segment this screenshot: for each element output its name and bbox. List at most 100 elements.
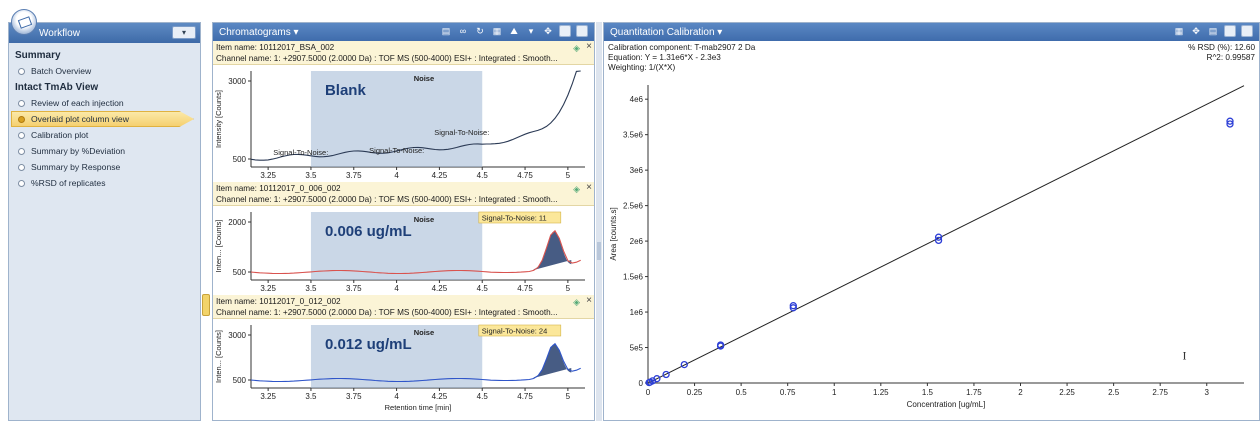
- x-tick-label: 3.75: [346, 284, 362, 293]
- pin-icon[interactable]: ◈: [573, 297, 580, 307]
- workflow-body: Summary Batch Overview Intact TmAb View Rev…: [9, 43, 200, 195]
- workflow-item[interactable]: %RSD of replicates: [15, 175, 194, 191]
- chromatogram-plot[interactable]: 3.25 3.5 3.75 4 4.25 4.5 4.75 5 3000 500 Intensity…: [213, 65, 594, 181]
- minimize-button[interactable]: [559, 25, 571, 37]
- y-tick-label: 1e6: [630, 308, 644, 317]
- x-tick-label: 1.5: [922, 388, 934, 397]
- chromatogram-plot[interactable]: 3.25 3.5 3.75 4 4.25 4.5 4.75 5 Retention time […: [213, 319, 594, 414]
- x-tick-label: 4.25: [432, 284, 448, 293]
- x-tick-label: 3.5: [305, 171, 317, 180]
- x-tick-label: 3.75: [346, 392, 362, 401]
- workflow-item-label: Overlaid plot column view: [31, 114, 129, 124]
- chromatogram-item: Item name: 10112017_0_012_002 Channel na…: [213, 295, 594, 414]
- dropdown-icon[interactable]: ▾: [528, 26, 534, 36]
- calibration-chart[interactable]: 0 0.25 0.5 0.75 1 1.25 1.5 1.75 2 2.25 2.5 2.75 3 0 5e…: [604, 79, 1259, 421]
- x-tick-label: 2: [1018, 388, 1023, 397]
- x-tick-label: 0: [646, 388, 651, 397]
- chromatogram-trace: [250, 70, 581, 161]
- close-icon[interactable]: ×: [586, 295, 592, 306]
- minimize-button[interactable]: [1224, 25, 1236, 37]
- y-tick-label: 3.5e6: [623, 131, 644, 140]
- peak-icon[interactable]: ⛰: [510, 26, 518, 36]
- quantitation-title[interactable]: Quantitation Calibration ▾: [610, 26, 723, 38]
- x-tick-label: 4: [394, 284, 399, 293]
- chromatogram-trace: [250, 229, 581, 275]
- chromatograms-header: Chromatograms ▾ ▤ ∞ ↻ ▦ ⛰ ▾ ✥: [213, 23, 594, 41]
- data-point[interactable]: [1226, 117, 1234, 125]
- x-tick-label: 3.25: [260, 171, 276, 180]
- calibration-component: Calibration component: T-mab2907 2 Da: [608, 43, 756, 52]
- sn-label: Signal-To-Noise:: [369, 146, 424, 155]
- y-axis-label: Inten... [Counts]: [214, 220, 223, 273]
- x-tick-label: 0.75: [780, 388, 796, 397]
- maximize-button[interactable]: [1241, 25, 1253, 37]
- data-point[interactable]: [653, 375, 661, 383]
- maximize-button[interactable]: [576, 25, 588, 37]
- x-tick-label: 2.5: [1108, 388, 1120, 397]
- splitter-grip[interactable]: [597, 242, 601, 260]
- concentration-label: Blank: [325, 82, 367, 99]
- close-icon[interactable]: ×: [586, 182, 592, 193]
- chromatograms-title[interactable]: Chromatograms ▾: [219, 26, 299, 38]
- grid-icon[interactable]: ▦: [1174, 26, 1184, 36]
- calibration-info: Calibration component: T-mab2907 2 Da Eq…: [604, 41, 1259, 79]
- data-point[interactable]: [716, 341, 725, 349]
- data-point[interactable]: [789, 302, 797, 310]
- workflow-item[interactable]: Review of each injection: [15, 95, 194, 111]
- workflow-item[interactable]: Batch Overview: [15, 63, 194, 79]
- x-tick-label: 4.5: [477, 284, 489, 293]
- data-point[interactable]: [662, 370, 670, 379]
- item-name: Item name: 10112017_0_012_002: [216, 297, 341, 306]
- item-name: Item name: 10112017_0_006_002: [216, 184, 341, 193]
- copy-icon[interactable]: ▤: [441, 26, 451, 36]
- y-axis-label: Area [counts.s]: [609, 207, 618, 260]
- workflow-item[interactable]: Summary by %Deviation: [15, 143, 194, 159]
- data-point[interactable]: [934, 236, 943, 245]
- workflow-section-heading: Summary: [15, 50, 61, 61]
- radio-icon: [18, 131, 25, 139]
- workflow-item[interactable]: Overlaid plot column view: [11, 111, 194, 127]
- sn-badge: [478, 211, 562, 224]
- x-tick-label: 3.25: [260, 392, 276, 401]
- channel-name: Channel name: 1: +2907.5000 (2.0000 Da) …: [216, 308, 558, 317]
- link-icon[interactable]: ∞: [459, 26, 467, 36]
- rsd-value: % RSD (%): 12.60: [1188, 43, 1255, 52]
- pan-icon[interactable]: ✥: [1192, 26, 1200, 36]
- x-tick-label: 3.5: [305, 284, 317, 293]
- workflow-item-label: Review of each injection: [31, 98, 124, 108]
- data-point[interactable]: [680, 360, 688, 369]
- noise-label: Noise: [414, 215, 434, 224]
- fit-line: [647, 85, 1245, 384]
- workflow-item[interactable]: Summary by Response: [15, 159, 194, 175]
- collapse-splitter-handle[interactable]: [202, 294, 210, 316]
- table-icon[interactable]: ▦: [492, 26, 502, 36]
- data-point[interactable]: [934, 233, 943, 241]
- y-tick-label: 5e5: [630, 344, 644, 353]
- x-tick-label: 5: [566, 171, 571, 180]
- x-tick-label: 5: [566, 392, 571, 401]
- data-point[interactable]: [789, 304, 797, 312]
- noise-region: [310, 325, 483, 388]
- pin-icon[interactable]: ◈: [573, 184, 580, 194]
- workflow-item[interactable]: Calibration plot: [15, 127, 194, 143]
- workflow-menu-button[interactable]: ▾: [172, 26, 196, 39]
- calibration-weighting: Weighting: 1/(X*X): [608, 63, 676, 72]
- export-icon[interactable]: ▤: [1208, 26, 1218, 36]
- integrated-peak: [533, 344, 572, 378]
- chromatogram-item: Item name: 10112017_0_006_002 Channel na…: [213, 182, 594, 294]
- panel-splitter[interactable]: [596, 22, 602, 421]
- ibeam-cursor-icon: I: [1183, 349, 1187, 363]
- r2-value: R^2: 0.99587: [1206, 53, 1255, 62]
- x-tick-label: 1: [832, 388, 837, 397]
- pin-icon[interactable]: ◈: [573, 43, 580, 53]
- x-tick-label: 4.5: [477, 171, 489, 180]
- chromatogram-plot[interactable]: 3.25 3.5 3.75 4 4.25 4.5 4.75 5 2000 500 Inten... …: [213, 206, 594, 294]
- pan-icon[interactable]: ✥: [544, 26, 552, 36]
- chromatogram-trace: [250, 342, 581, 383]
- data-point[interactable]: [1226, 120, 1234, 128]
- noise-region: [310, 212, 483, 280]
- close-icon[interactable]: ×: [586, 41, 592, 52]
- x-tick-label: 1.75: [966, 388, 982, 397]
- refresh-icon[interactable]: ↻: [476, 26, 484, 36]
- calibration-equation: Equation: Y = 1.31e6*X - 2.3e3: [608, 53, 721, 62]
